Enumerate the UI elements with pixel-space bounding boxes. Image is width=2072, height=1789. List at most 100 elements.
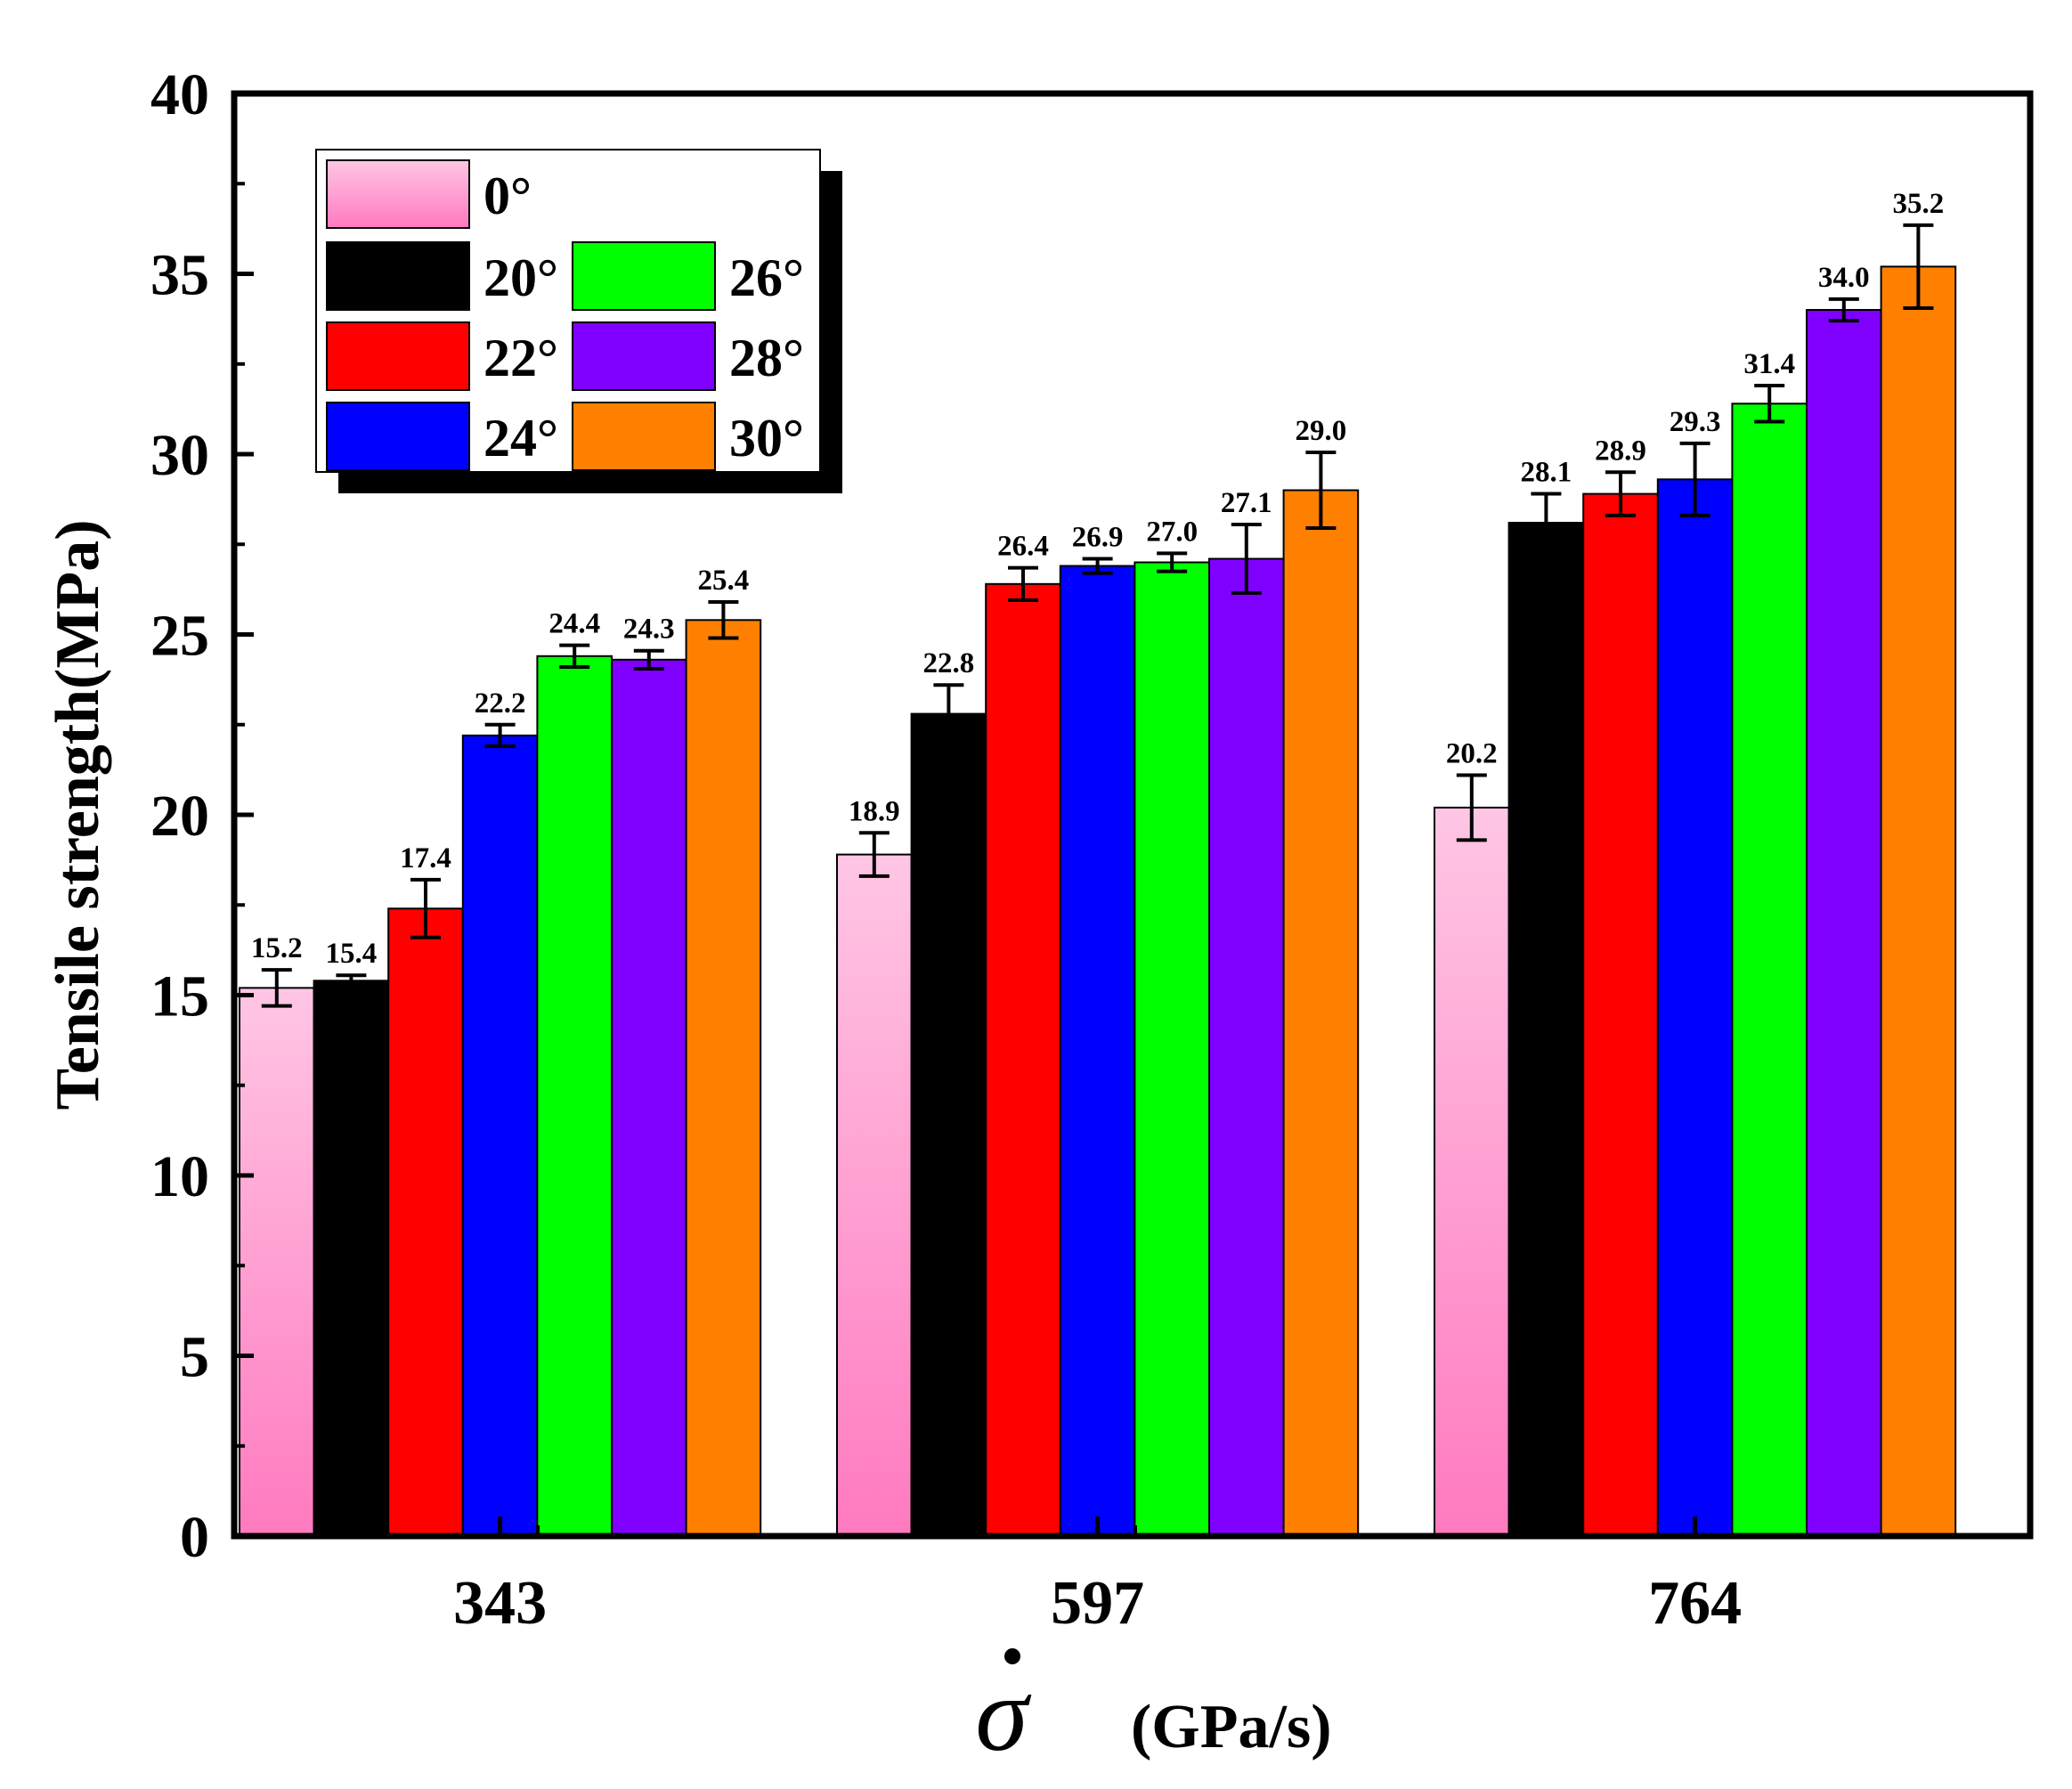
bar-764-30deg bbox=[1880, 265, 1957, 1537]
error-bar-764-20deg bbox=[1531, 492, 1562, 554]
y-tick-label: 40 bbox=[150, 62, 209, 127]
error-bar-343-24deg bbox=[484, 722, 516, 749]
legend-swatch bbox=[326, 321, 470, 391]
y-tick-label: 20 bbox=[150, 784, 209, 849]
y-axis-title: Tensile strength(MPa) bbox=[44, 519, 112, 1110]
error-bar-343-20deg bbox=[336, 973, 367, 988]
error-bar-597-20deg bbox=[933, 683, 964, 744]
bar-343-26deg bbox=[536, 655, 613, 1537]
error-bar-343-26deg bbox=[559, 643, 590, 669]
y-tick-label: 10 bbox=[150, 1144, 209, 1209]
x-axis-symbol: σ bbox=[975, 1655, 1031, 1773]
error-bar-597-24deg bbox=[1082, 557, 1113, 575]
bar-597-20deg bbox=[910, 712, 987, 1537]
error-bar-764-22deg bbox=[1605, 470, 1636, 517]
legend-item-22deg: 22° bbox=[326, 321, 558, 391]
error-bar-764-24deg bbox=[1679, 441, 1710, 517]
legend-label: 28° bbox=[729, 329, 804, 387]
legend-label: 24° bbox=[483, 409, 558, 468]
legend-label: 0° bbox=[483, 167, 532, 225]
error-bar-343-28deg bbox=[633, 648, 664, 671]
x-category-label: 597 bbox=[1051, 1569, 1144, 1638]
data-label: 26.9 bbox=[1072, 522, 1124, 554]
bar-764-20deg bbox=[1507, 522, 1585, 1537]
data-label: 22.8 bbox=[923, 647, 975, 679]
bars-layer bbox=[239, 265, 1957, 1538]
legend-item-20deg: 20° bbox=[326, 241, 558, 311]
bar-597-26deg bbox=[1134, 561, 1211, 1537]
bar-764-0deg bbox=[1434, 806, 1510, 1537]
error-bar-597-0deg bbox=[858, 831, 890, 878]
data-label: 28.1 bbox=[1521, 457, 1572, 489]
bar-343-22deg bbox=[387, 907, 464, 1537]
legend-label: 22° bbox=[483, 329, 558, 387]
error-bar-343-30deg bbox=[708, 600, 739, 640]
bar-597-30deg bbox=[1282, 489, 1360, 1537]
error-bar-764-30deg bbox=[1903, 223, 1934, 310]
legend-item-30deg: 30° bbox=[572, 402, 804, 471]
data-labels-layer: 15.2 15.4 17.4 22.2 24.4 24.3 25.4 18.9 22.8 26.4… bbox=[251, 188, 1944, 970]
legend-label: 20° bbox=[483, 248, 558, 307]
error-bar-597-28deg bbox=[1231, 522, 1262, 595]
bar-764-26deg bbox=[1731, 403, 1808, 1537]
legend-swatch bbox=[572, 321, 716, 391]
x-axis-title: (GPa/s) bbox=[1131, 1693, 1332, 1761]
data-label: 29.3 bbox=[1670, 406, 1721, 438]
data-label: 31.4 bbox=[1743, 348, 1795, 380]
data-label: 28.9 bbox=[1595, 435, 1646, 467]
legend-item-28deg: 28° bbox=[572, 321, 804, 391]
error-bar-764-26deg bbox=[1754, 384, 1785, 424]
legend-swatch bbox=[572, 241, 716, 311]
error-bar-764-28deg bbox=[1828, 297, 1859, 323]
legend-label: 26° bbox=[729, 248, 804, 307]
bar-343-0deg bbox=[239, 987, 315, 1537]
y-tick-label: 35 bbox=[150, 243, 209, 308]
x-category-label: 764 bbox=[1648, 1569, 1742, 1638]
data-label: 29.0 bbox=[1296, 415, 1347, 447]
data-label: 17.4 bbox=[400, 842, 451, 874]
y-tick-label: 5 bbox=[180, 1325, 209, 1390]
bar-343-20deg bbox=[313, 980, 390, 1538]
legend-swatch bbox=[572, 402, 716, 471]
error-bar-764-0deg bbox=[1456, 773, 1487, 842]
data-label: 24.4 bbox=[548, 608, 600, 640]
y-tick-label: 25 bbox=[150, 604, 209, 669]
bar-343-28deg bbox=[611, 658, 687, 1537]
data-label: 24.3 bbox=[623, 614, 675, 646]
bar-764-28deg bbox=[1806, 309, 1882, 1537]
x-category-label: 343 bbox=[453, 1569, 547, 1638]
legend-item-24deg: 24° bbox=[326, 402, 558, 471]
data-label: 20.2 bbox=[1446, 738, 1498, 770]
legend-swatch bbox=[326, 402, 470, 471]
bar-764-22deg bbox=[1582, 492, 1659, 1537]
bar-764-24deg bbox=[1656, 478, 1734, 1537]
bar-343-30deg bbox=[685, 619, 762, 1537]
data-label: 15.2 bbox=[251, 932, 303, 964]
error-bar-597-30deg bbox=[1305, 450, 1337, 531]
data-label: 18.9 bbox=[849, 795, 900, 827]
data-label: 22.2 bbox=[475, 687, 526, 720]
error-bar-343-0deg bbox=[261, 968, 292, 1008]
bar-597-24deg bbox=[1059, 565, 1136, 1537]
bar-597-0deg bbox=[836, 853, 913, 1537]
data-label: 35.2 bbox=[1893, 188, 1945, 220]
bar-597-28deg bbox=[1208, 557, 1285, 1537]
legend-swatch bbox=[326, 159, 470, 229]
data-label: 15.4 bbox=[326, 938, 378, 970]
y-tick-label: 30 bbox=[150, 423, 209, 488]
error-bars-layer bbox=[261, 223, 1934, 1008]
axes-layer: 0 5 10 15 20 25 30 35 40 343 597 764 Tensile strengt… bbox=[44, 62, 2034, 1773]
bar-343-24deg bbox=[461, 734, 539, 1537]
x-axis-symbol-dot bbox=[1004, 1648, 1020, 1664]
y-tick-label: 15 bbox=[150, 964, 209, 1029]
y-tick-label: 0 bbox=[180, 1505, 209, 1570]
data-label: 26.4 bbox=[997, 531, 1049, 563]
data-label: 25.4 bbox=[698, 565, 750, 597]
bar-597-22deg bbox=[985, 582, 1061, 1537]
legend-label: 30° bbox=[729, 409, 804, 468]
legend-item-0deg: 0° bbox=[326, 159, 532, 229]
error-bar-597-22deg bbox=[1008, 565, 1038, 603]
legend: 0° 20° 22° 24° 26° 28° 30° bbox=[315, 149, 842, 493]
